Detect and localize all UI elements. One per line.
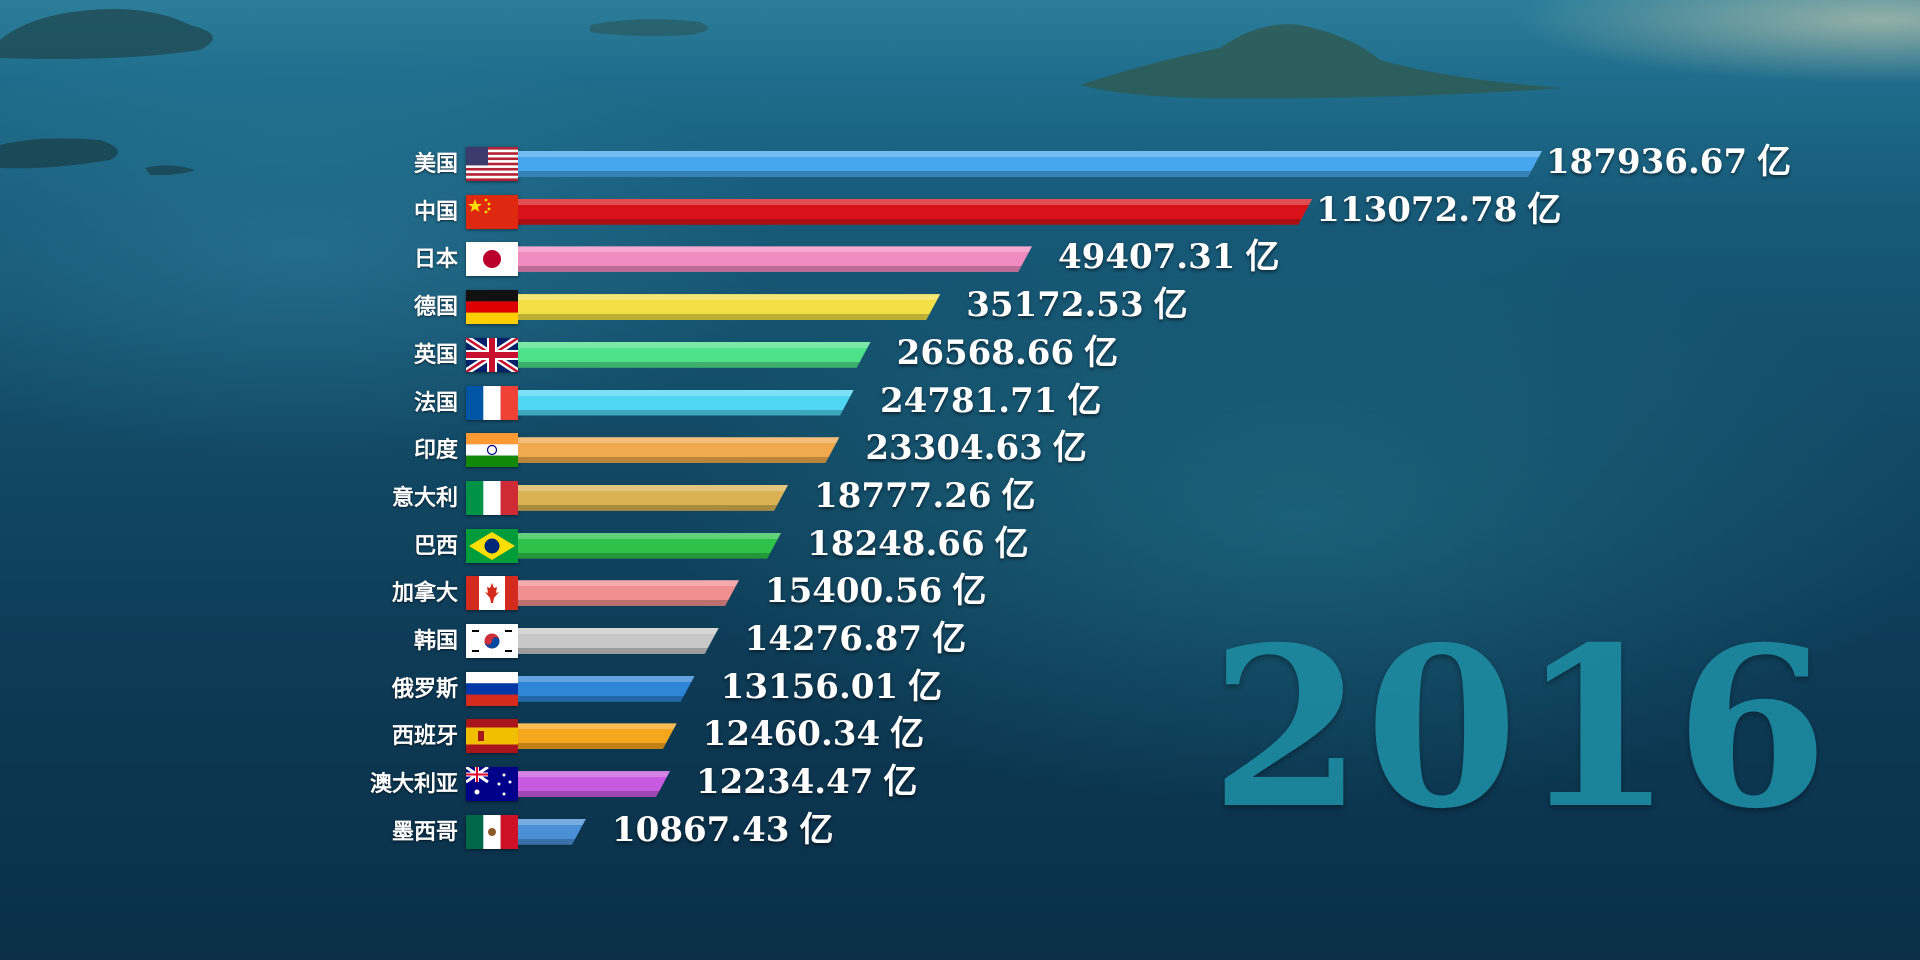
country-label: 中国 <box>413 198 458 225</box>
value-label: 35172.53 亿 <box>966 285 1187 325</box>
value-number: 49407.31 <box>1058 237 1236 278</box>
country-label: 韩国 <box>413 628 458 654</box>
canada-flag <box>466 576 518 611</box>
value-number: 24781.71 <box>879 380 1058 421</box>
value-number: 113072.78 <box>1316 189 1518 230</box>
bar-10 <box>518 580 739 606</box>
value-unit: 亿 <box>890 714 925 755</box>
country-label: 俄罗斯 <box>391 675 458 702</box>
value-unit: 亿 <box>1001 475 1036 516</box>
value-label: 18248.66 亿 <box>807 524 1028 564</box>
bar-8 <box>518 485 788 511</box>
value-label: 26568.66 亿 <box>897 333 1118 373</box>
bar-2 <box>518 199 1312 225</box>
value-label: 24781.71 亿 <box>880 381 1101 421</box>
russia-flag <box>466 671 518 706</box>
country-label: 日本 <box>413 246 458 273</box>
value-number: 12234.47 <box>695 762 874 803</box>
value-label: 18777.26 亿 <box>814 476 1035 516</box>
country-label: 法国 <box>413 389 458 416</box>
value-label: 12234.47 亿 <box>696 762 917 802</box>
value-number: 23304.63 <box>865 428 1043 469</box>
mexico-flag <box>466 814 518 849</box>
usa-flag <box>466 147 518 181</box>
bar-4 <box>518 294 940 320</box>
value-label: 23304.63 亿 <box>865 428 1086 468</box>
value-unit: 亿 <box>908 666 943 707</box>
country-label: 美国 <box>413 151 458 177</box>
country-label: 德国 <box>413 294 458 321</box>
bar-11 <box>518 628 719 654</box>
bar-3 <box>518 246 1032 272</box>
country-label: 加拿大 <box>391 580 458 607</box>
brazil-flag <box>466 528 518 563</box>
france-flag <box>466 385 518 420</box>
value-unit: 亿 <box>883 762 918 803</box>
country-label: 巴西 <box>413 532 458 559</box>
bar-15 <box>518 819 586 845</box>
value-label: 13156.01 亿 <box>721 667 942 707</box>
bar-7 <box>518 437 839 463</box>
value-label: 10867.43 亿 <box>612 810 833 850</box>
australia-flag <box>466 767 518 802</box>
spain-flag <box>466 719 518 754</box>
bar-1 <box>518 151 1542 177</box>
value-unit: 亿 <box>799 809 834 850</box>
value-unit: 亿 <box>1527 189 1562 230</box>
bar-5 <box>518 342 871 368</box>
value-number: 15400.56 <box>764 571 943 612</box>
value-label: 113072.78 亿 <box>1316 190 1561 230</box>
italy-flag <box>466 480 518 515</box>
value-label: 15400.56 亿 <box>765 571 986 611</box>
value-unit: 亿 <box>1067 380 1102 421</box>
value-unit: 亿 <box>1052 428 1087 469</box>
year-label: 2016 <box>1210 598 1831 857</box>
country-label: 墨西哥 <box>391 818 458 845</box>
value-unit: 亿 <box>1084 332 1119 373</box>
value-number: 18248.66 <box>807 523 985 564</box>
uk-flag <box>466 337 518 372</box>
value-label: 14276.87 亿 <box>745 619 966 659</box>
bar-6 <box>518 390 854 416</box>
value-number: 13156.01 <box>720 666 899 707</box>
value-number: 12460.34 <box>702 714 881 755</box>
country-label: 英国 <box>413 341 458 368</box>
japan-flag <box>466 242 518 277</box>
bar-12 <box>518 676 695 702</box>
value-label: 12460.34 亿 <box>703 714 924 754</box>
country-label: 印度 <box>413 437 458 464</box>
value-unit: 亿 <box>1153 285 1188 326</box>
value-unit: 亿 <box>994 523 1029 564</box>
value-number: 187936.67 <box>1546 142 1748 182</box>
value-label: 187936.67 亿 <box>1546 142 1791 182</box>
value-unit: 亿 <box>932 619 967 659</box>
country-label: 澳大利亚 <box>369 771 458 798</box>
value-number: 14276.87 <box>744 619 923 659</box>
bar-9 <box>518 533 781 559</box>
korea-flag <box>466 624 518 658</box>
country-label: 西班牙 <box>391 723 458 750</box>
china-flag <box>466 194 518 229</box>
bar-14 <box>518 771 670 797</box>
country-label: 意大利 <box>391 484 458 511</box>
germany-flag <box>466 290 518 325</box>
value-number: 10867.43 <box>612 809 790 850</box>
value-number: 35172.53 <box>966 285 1144 326</box>
value-unit: 亿 <box>952 571 987 612</box>
value-label: 49407.31 亿 <box>1058 237 1279 277</box>
value-unit: 亿 <box>1245 237 1280 278</box>
value-number: 18777.26 <box>814 475 992 516</box>
bar-13 <box>518 723 677 749</box>
value-unit: 亿 <box>1757 142 1792 182</box>
india-flag <box>466 433 518 468</box>
value-number: 26568.66 <box>896 332 1075 373</box>
